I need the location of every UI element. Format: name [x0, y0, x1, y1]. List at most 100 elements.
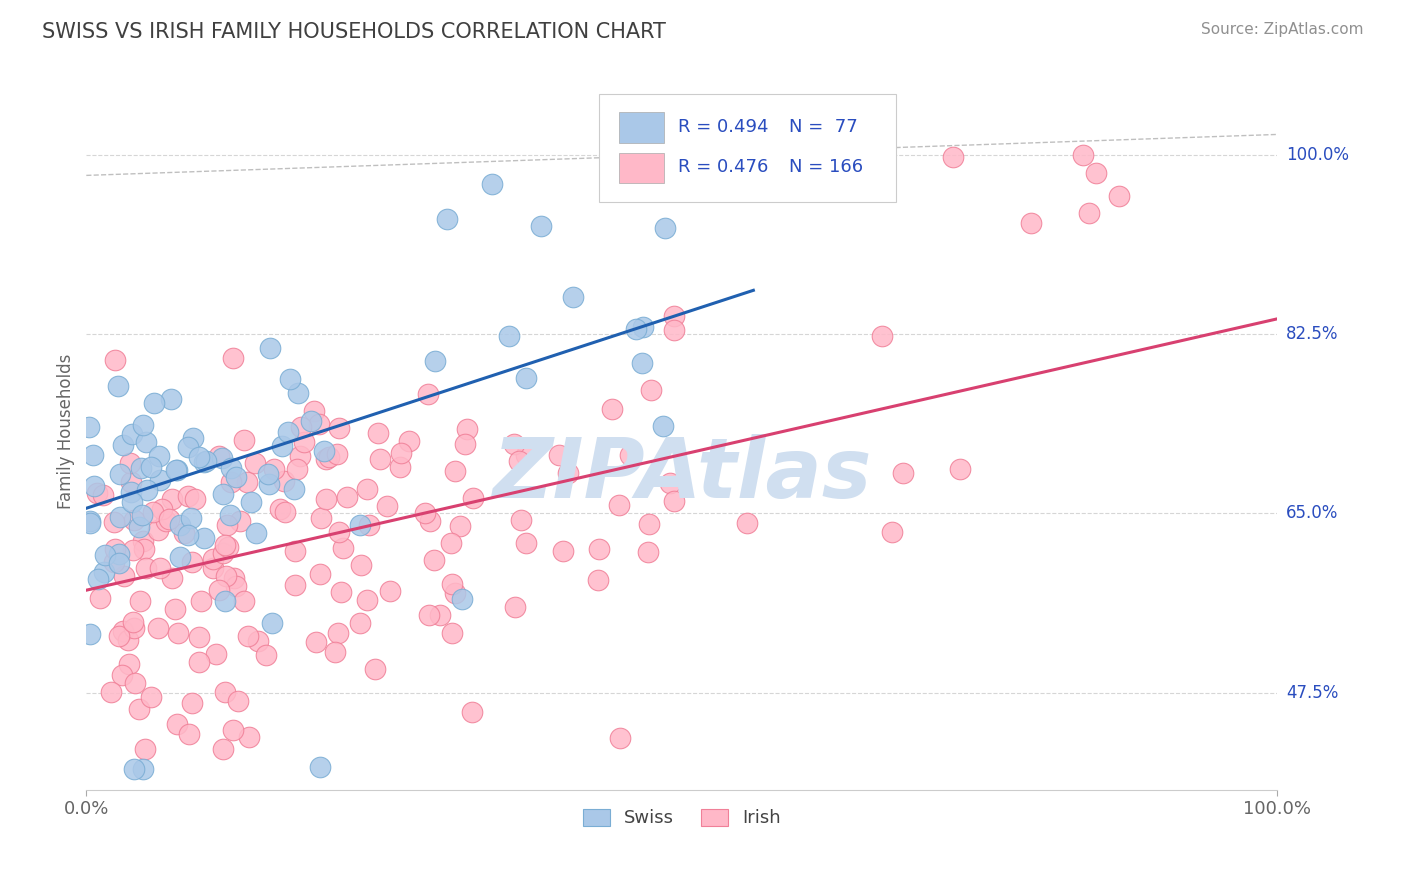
Point: [631, 356, 654, 370]
Point: [169, 550, 191, 565]
Text: N = 166: N = 166: [789, 158, 863, 176]
Point: [222, 723, 245, 738]
Point: [176, 490, 198, 504]
Point: [118, 456, 141, 470]
Point: [463, 491, 485, 505]
Point: [112, 624, 135, 639]
Point: [350, 558, 373, 572]
Point: [122, 763, 145, 777]
Point: [308, 760, 330, 774]
Point: [87, 572, 110, 586]
Point: [389, 459, 412, 474]
Point: [257, 467, 280, 481]
Point: [269, 502, 291, 516]
Point: [288, 449, 311, 463]
Point: [349, 616, 371, 631]
Point: [880, 525, 903, 540]
Point: [870, 180, 893, 194]
Text: 100.0%: 100.0%: [1286, 146, 1348, 164]
Point: [149, 473, 172, 487]
Point: [108, 510, 131, 524]
Point: [440, 577, 463, 591]
Point: [311, 511, 333, 525]
Point: [336, 491, 359, 505]
Point: [662, 309, 685, 323]
Point: [245, 526, 267, 541]
Point: [942, 150, 965, 164]
Point: [214, 538, 236, 552]
Point: [221, 475, 243, 489]
Point: [169, 518, 191, 533]
Point: [562, 290, 585, 304]
Point: [121, 426, 143, 441]
Point: [121, 475, 143, 489]
Point: [607, 498, 630, 512]
Point: [624, 322, 647, 336]
Point: [658, 476, 681, 491]
Point: [104, 542, 127, 557]
Text: N =  77: N = 77: [789, 118, 858, 136]
Point: [332, 541, 354, 555]
Point: [735, 516, 758, 531]
Point: [214, 594, 236, 608]
Point: [160, 571, 183, 585]
Point: [165, 463, 187, 477]
Point: [315, 452, 337, 467]
Point: [891, 466, 914, 480]
Point: [652, 419, 675, 434]
Point: [93, 566, 115, 580]
Point: [328, 421, 350, 435]
Point: [83, 479, 105, 493]
Point: [129, 594, 152, 608]
Text: 82.5%: 82.5%: [1286, 326, 1339, 343]
Point: [232, 593, 254, 607]
Point: [177, 527, 200, 541]
Point: [439, 536, 461, 550]
Point: [193, 455, 215, 469]
Point: [323, 645, 346, 659]
Point: [418, 608, 440, 623]
Point: [273, 475, 295, 489]
Point: [111, 668, 134, 682]
Point: [246, 633, 269, 648]
Point: [187, 655, 209, 669]
Point: [190, 593, 212, 607]
Point: [100, 684, 122, 698]
Point: [173, 526, 195, 541]
Point: [429, 608, 451, 623]
Point: [398, 434, 420, 449]
Point: [215, 518, 238, 533]
Point: [107, 547, 129, 561]
Point: [219, 508, 242, 523]
Point: [104, 353, 127, 368]
Point: [450, 518, 472, 533]
Point: [177, 727, 200, 741]
Point: [155, 514, 177, 528]
Point: [419, 514, 441, 528]
Point: [208, 449, 231, 463]
Point: [315, 491, 337, 506]
Point: [167, 626, 190, 640]
Point: [166, 717, 188, 731]
Point: [89, 591, 111, 605]
Point: [117, 633, 139, 648]
Point: [254, 648, 277, 662]
Point: [79, 514, 101, 528]
Point: [221, 461, 243, 475]
Point: [225, 469, 247, 483]
Point: [214, 685, 236, 699]
Point: [131, 534, 153, 549]
FancyBboxPatch shape: [599, 95, 896, 202]
Point: [211, 742, 233, 756]
Point: [131, 508, 153, 522]
Point: [79, 516, 101, 530]
Point: [389, 446, 412, 460]
Point: [259, 341, 281, 355]
Point: [202, 560, 225, 574]
Point: [368, 451, 391, 466]
Legend: Swiss, Irish: Swiss, Irish: [575, 801, 789, 835]
Point: [263, 462, 285, 476]
Point: [326, 447, 349, 461]
Point: [132, 418, 155, 433]
Point: [129, 461, 152, 475]
